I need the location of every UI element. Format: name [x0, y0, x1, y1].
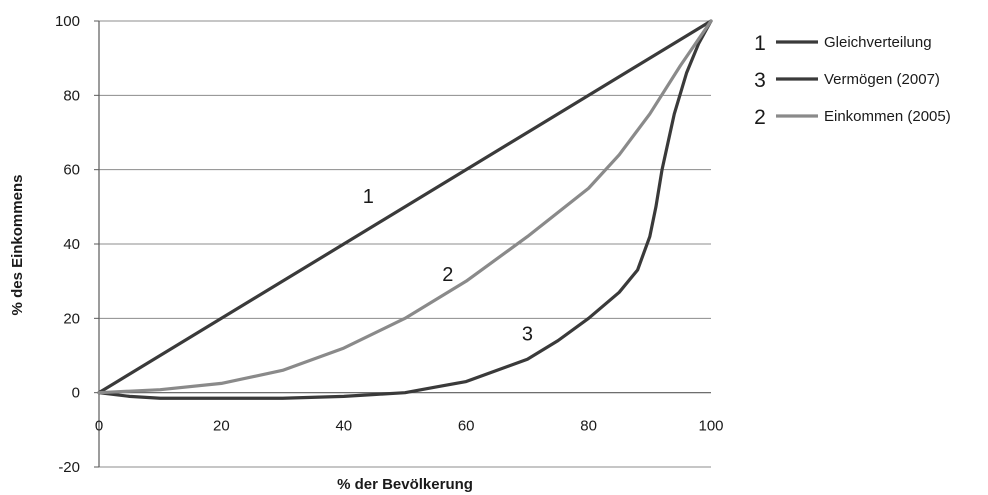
curve-label-1: 1: [363, 186, 374, 208]
y-tick-labels: -20 0 20 40 60 80 100: [55, 13, 80, 476]
curve-label-2: 2: [442, 264, 453, 286]
y-tick-label: 20: [63, 310, 80, 327]
legend-label-1: Gleichverteilung: [824, 34, 932, 51]
curve-label-3: 3: [522, 324, 533, 346]
x-tick-label: 80: [580, 418, 597, 435]
legend-number-1: 1: [754, 32, 766, 55]
series-line-2: [97, 19, 713, 395]
x-tick-label: 100: [698, 418, 723, 435]
x-axis-title: % der Bevölkerung: [337, 476, 473, 493]
y-tick-label: 0: [72, 385, 80, 402]
y-tick-label: 40: [63, 236, 80, 253]
series-lines: [97, 19, 713, 400]
x-tick-label: 20: [213, 418, 230, 435]
x-tick-label: 60: [458, 418, 475, 435]
y-axis-title: % des Einkommens: [9, 175, 26, 316]
x-tick-label: 40: [335, 418, 352, 435]
gridlines: [99, 20, 711, 468]
series-line-3: [97, 19, 713, 400]
y-tick-label: 100: [55, 13, 80, 30]
legend-label-3: Vermögen (2007): [824, 71, 940, 88]
legend: 1 Gleichverteilung 3 Vermögen (2007) 2 Einkom…: [754, 32, 951, 129]
curve-labels: 1 2 3: [363, 186, 533, 346]
y-tick-label: 60: [63, 162, 80, 179]
legend-number-3: 3: [754, 69, 766, 92]
y-tick-label: 80: [63, 87, 80, 104]
y-tick-label: -20: [58, 459, 80, 476]
series-line-1: [97, 19, 713, 395]
x-tick-labels: 0 20 40 60 80 100: [95, 418, 724, 435]
x-tick-label: 0: [95, 418, 103, 435]
legend-number-2: 2: [754, 106, 766, 129]
legend-label-2: Einkommen (2005): [824, 108, 951, 125]
